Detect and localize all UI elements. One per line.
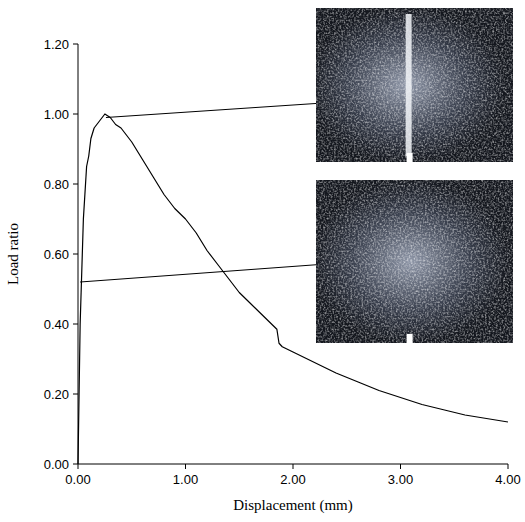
y-tick [73,114,78,115]
x-tick-label: 2.00 [280,472,305,487]
y-tick-label: 0.60 [44,247,69,262]
notch [407,334,413,343]
x-axis-title: Displacement (mm) [233,497,353,514]
inset-image [316,180,513,343]
y-tick [73,254,78,255]
plot-area [78,114,508,464]
y-tick [73,464,78,465]
inset-glow [316,180,513,343]
callout-line [80,265,316,282]
x-tick-label: 0.00 [65,472,90,487]
inset-speckle [316,180,513,343]
x-tick-label: 1.00 [173,472,198,487]
inset-image [316,8,513,162]
x-tick [78,464,79,469]
y-tick-label: 0.40 [44,317,69,332]
y-tick [73,324,78,325]
inset-bg [316,8,513,162]
y-tick-label: 0.00 [44,457,69,472]
y-tick [73,394,78,395]
y-tick-label: 0.80 [44,177,69,192]
chart: 0.00 1.00 2.00 3.00 4.00 0.00 0.20 0.40 0.60 0.80… [0,0,525,522]
inset-speckle [316,8,513,162]
callout-line [106,103,316,117]
y-tick-label: 0.20 [44,387,69,402]
crack-streak [406,14,412,156]
y-tick [73,184,78,185]
inset-glow [316,8,513,162]
y-tick [73,44,78,45]
notch [407,153,413,162]
y-axis-title: Load ratio [5,223,21,285]
x-tick [400,464,401,469]
x-tick [293,464,294,469]
y-tick-label: 1.00 [44,107,69,122]
x-tick [185,464,186,469]
y-tick-label: 1.20 [44,37,69,52]
x-tick [508,464,509,469]
load-curve [78,114,508,464]
x-tick-label: 3.00 [388,472,413,487]
x-tick-label: 4.00 [495,472,520,487]
inset-bg [316,180,513,343]
